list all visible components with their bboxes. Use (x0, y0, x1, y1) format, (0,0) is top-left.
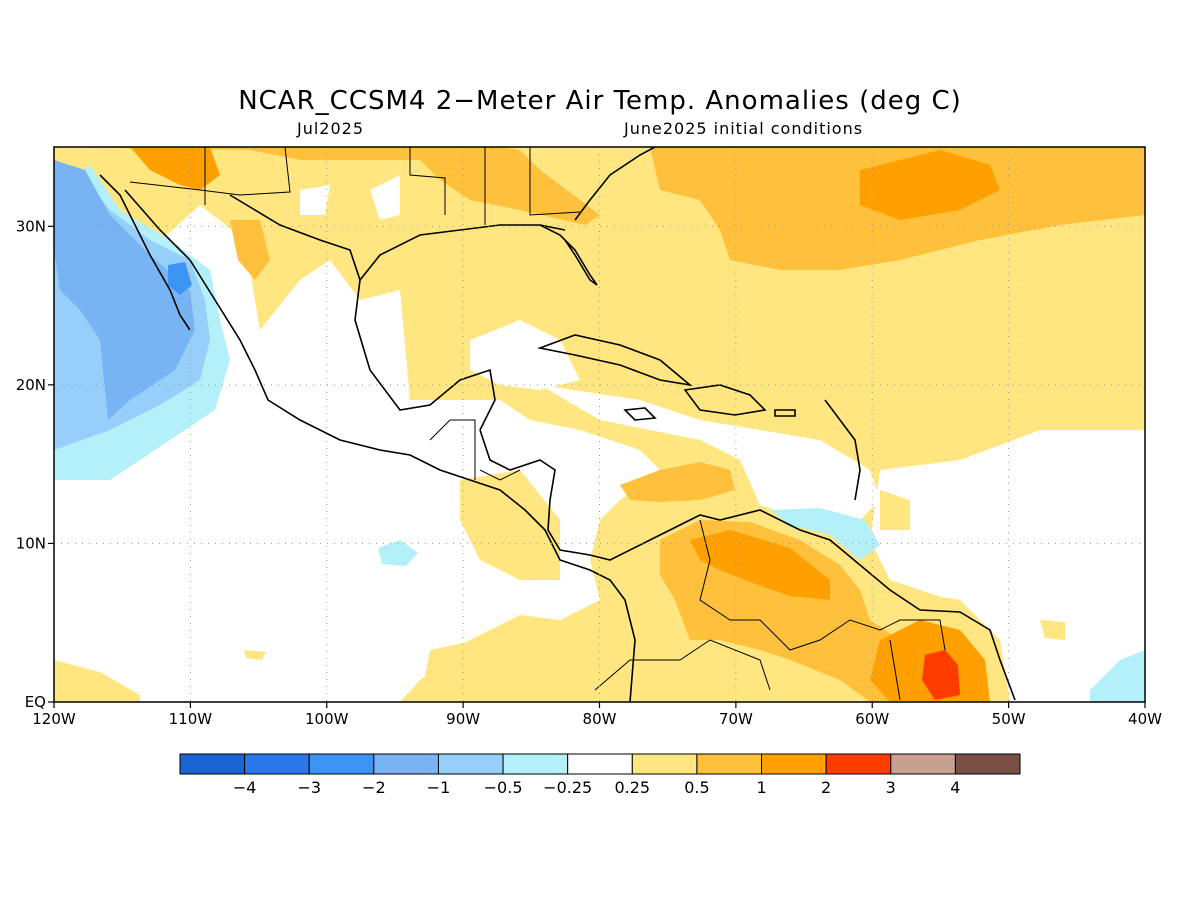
forecast-month: Jul2025 (297, 119, 365, 138)
warm-anomaly-strong-atlantic (860, 150, 1000, 220)
lon-tick-label: 80W (583, 710, 617, 728)
colorbar-label: −2 (362, 778, 386, 797)
colorbar-swatch (825, 753, 892, 775)
colorbar-swatch (696, 753, 763, 775)
cool-anomaly-light-spot (378, 540, 418, 566)
chart-title: NCAR_CCSM4 2−Meter Air Temp. Anomalies (… (238, 86, 962, 116)
colorbar-label: −0.25 (543, 778, 592, 797)
lon-tick-label: 50W (992, 710, 1026, 728)
warm-anomaly-strong-venezuela (690, 530, 830, 600)
graticule (54, 147, 1145, 702)
colorbar-label: 4 (950, 778, 960, 797)
colorbar-swatch (761, 753, 827, 775)
colorbar-label: −4 (233, 778, 257, 797)
colorbar-swatch (308, 753, 375, 775)
coastline-central-america-east (479, 429, 641, 561)
anomaly-patch-se-pacific-small (244, 650, 266, 660)
coastline-baja (99, 174, 191, 331)
colorbar-swatch (954, 753, 1021, 775)
anomaly-patch-sw-pacific (54, 660, 140, 702)
lon-tick-label: 70W (719, 710, 753, 728)
warm-anomaly-caribbean-band (620, 462, 735, 502)
colorbar-swatch (890, 753, 956, 775)
colorbar-swatch (502, 753, 569, 775)
anomaly-patch-atlantic (880, 490, 910, 530)
neutral-spot-texas (370, 175, 400, 220)
coastline-us-east (574, 147, 656, 221)
coastline-jamaica (623, 407, 657, 421)
colorbar: −4 −3 −2 −1 −0.5 −0.25 0.25 0.5 1 2 3 4 (179, 753, 1021, 797)
anomaly-patch-mid-atlantic (1040, 620, 1065, 640)
neutral-region-caribbean (540, 385, 880, 520)
warm-anomaly-peak-guiana (922, 650, 960, 700)
lon-tick-label: 60W (855, 710, 889, 728)
colorbar-label: −0.5 (484, 778, 523, 797)
cool-anomaly-strong-baja (168, 262, 192, 295)
cool-anomaly-light-caribbean (770, 508, 880, 560)
colorbar-label: −1 (427, 778, 451, 797)
lat-axis: EQ 10N 20N 30N (16, 217, 54, 711)
lon-tick-label: 110W (169, 710, 213, 728)
colorbar-label: −3 (297, 778, 321, 797)
anomaly-patch-far-pacific (420, 635, 560, 702)
lat-tick-label: EQ (25, 693, 46, 711)
border-us-mexico (129, 147, 291, 196)
border-us-states (204, 147, 581, 225)
colorbar-label: 0.25 (614, 778, 650, 797)
coastline-puerto-rico (774, 409, 796, 417)
colorbar-swatch (567, 753, 633, 775)
colorbar-label: 2 (821, 778, 831, 797)
border-south-america (699, 519, 946, 701)
coastline-cuba (537, 334, 693, 387)
border-central-america (429, 419, 771, 691)
warm-anomaly-strong-us (130, 147, 220, 190)
lon-tick-label: 100W (305, 710, 349, 728)
colorbar-swatch (373, 753, 439, 775)
cool-anomaly-strong-pacific (54, 160, 195, 420)
colorbar-swatch (437, 753, 504, 775)
colorbar-swatch (179, 753, 246, 775)
political-borders (129, 147, 946, 701)
cool-anomaly-light-atlantic (1090, 650, 1145, 702)
coastline-florida (539, 224, 598, 286)
coastline-south-america-north (639, 509, 1016, 701)
lat-tick-label: 10N (16, 534, 46, 552)
coastline-gulf (229, 194, 496, 431)
neutral-region-gulf-south (470, 320, 580, 390)
colorbar-label: 3 (886, 778, 896, 797)
colorbar-label: 1 (756, 778, 766, 797)
colorbar-swatch (631, 753, 698, 775)
initial-conditions: June2025 initial conditions (624, 119, 864, 138)
warm-anomaly-mexico (230, 220, 270, 280)
lon-axis: 120W 110W 100W 90W 80W 70W 60W 50W 40W (32, 702, 1162, 728)
anomaly-fields (54, 147, 1145, 702)
neutral-spot-gulf (300, 185, 330, 215)
coastline-lesser-antilles (824, 399, 861, 501)
lat-tick-label: 30N (16, 217, 46, 235)
lon-tick-label: 120W (32, 710, 76, 728)
colorbar-swatch (244, 753, 310, 775)
warm-anomaly-north-america (54, 147, 600, 225)
colorbar-label: 0.5 (684, 778, 709, 797)
lon-tick-label: 40W (1128, 710, 1162, 728)
lat-tick-label: 20N (16, 376, 46, 394)
neutral-region-south-atlantic (870, 430, 1145, 702)
anomaly-patch-e-pacific (460, 470, 560, 580)
lon-tick-label: 90W (446, 710, 480, 728)
